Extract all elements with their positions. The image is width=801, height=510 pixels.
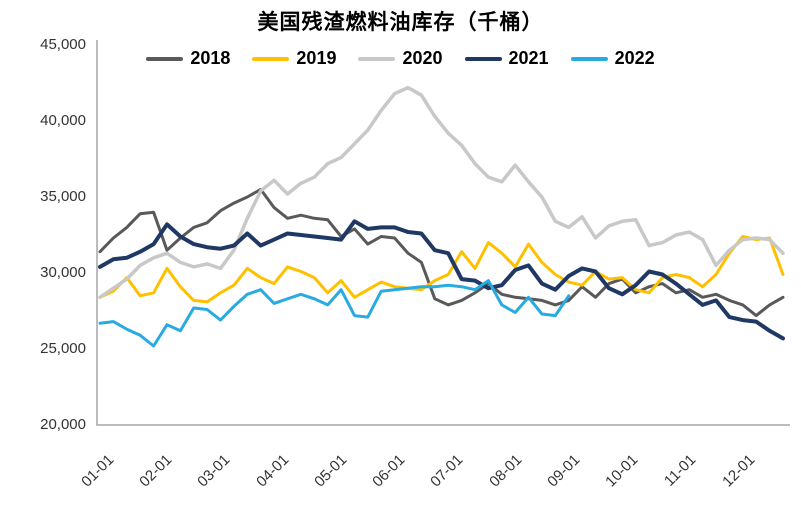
legend-line-icon <box>252 56 290 61</box>
y-tick-label: 25,000 <box>40 340 86 357</box>
legend-line-icon <box>358 56 396 61</box>
line-series-2022 <box>98 279 571 348</box>
y-tick-label: 20,000 <box>40 416 86 433</box>
legend-item-2021: 2021 <box>464 48 549 69</box>
y-tick-label: 30,000 <box>40 264 86 281</box>
line-series-2020 <box>98 85 785 300</box>
legend-label: 2018 <box>190 48 231 68</box>
axis-lines <box>96 40 790 426</box>
line-series-2019 <box>98 235 785 304</box>
legend-item-2018: 2018 <box>146 48 230 69</box>
line-series-2021 <box>98 219 785 341</box>
legend-item-2020: 2020 <box>358 48 443 69</box>
legend-label: 2020 <box>402 48 443 68</box>
legend-label: 2022 <box>614 48 655 68</box>
legend-line-icon <box>146 56 184 61</box>
legend-label: 2019 <box>296 48 337 68</box>
legend-line-icon <box>464 56 502 61</box>
y-tick-label: 45,000 <box>40 36 86 53</box>
legend-label: 2021 <box>508 48 549 68</box>
legend: 2018 2019 2020 2021 2022 <box>0 48 801 69</box>
legend-item-2019: 2019 <box>252 48 336 69</box>
y-tick-label: 35,000 <box>40 188 86 205</box>
series-lines <box>98 85 785 348</box>
legend-line-icon <box>570 56 608 61</box>
line-series-2018 <box>98 187 785 318</box>
y-tick-label: 40,000 <box>40 112 86 129</box>
legend-item-2022: 2022 <box>570 48 655 69</box>
chart-title: 美国残渣燃料油库存（千桶） <box>257 9 544 34</box>
